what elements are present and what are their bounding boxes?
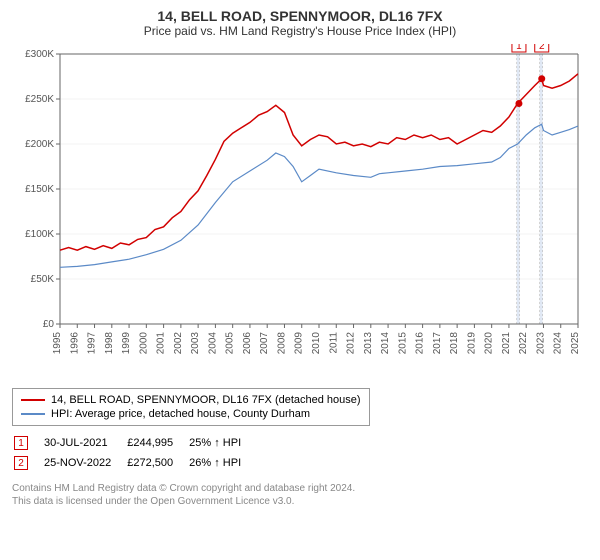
svg-text:2023: 2023 [535,332,546,355]
legend-swatch [21,399,45,401]
footer-line-1: Contains HM Land Registry data © Crown c… [12,482,588,495]
svg-text:£100K: £100K [25,229,54,240]
svg-text:2003: 2003 [190,332,201,355]
sales-row: 2 25-NOV-2022£272,50026% ↑ HPI [14,454,255,472]
sale-date: 30-JUL-2021 [44,434,125,452]
chart-container: 14, BELL ROAD, SPENNYMOOR, DL16 7FX Pric… [0,0,600,560]
svg-text:2002: 2002 [173,332,184,355]
line-chart-svg: £0 £50K £100K £150K £200K £250K £300K 1995 1996 1… [12,44,588,384]
sales-row: 1 30-JUL-2021£244,99525% ↑ HPI [14,434,255,452]
legend-label: HPI: Average price, detached house, Coun… [51,408,310,420]
svg-text:£200K: £200K [25,139,54,150]
svg-text:2: 2 [539,44,545,52]
sale-pct: 26% ↑ HPI [189,454,255,472]
svg-text:1997: 1997 [87,332,98,355]
svg-text:£0: £0 [43,319,55,330]
svg-text:£150K: £150K [25,184,54,195]
svg-text:2014: 2014 [380,332,391,355]
svg-text:1: 1 [516,44,522,52]
svg-text:2019: 2019 [466,332,477,355]
svg-text:2000: 2000 [138,332,149,355]
sales-table: 1 30-JUL-2021£244,99525% ↑ HPI 2 25-NOV-202… [12,432,257,474]
svg-text:1999: 1999 [121,332,132,355]
sale-price: £244,995 [127,434,187,452]
svg-text:2001: 2001 [156,332,167,355]
chart-subtitle: Price paid vs. HM Land Registry's House … [12,24,588,38]
sale-date: 25-NOV-2022 [44,454,125,472]
svg-text:2005: 2005 [225,332,236,355]
svg-text:2006: 2006 [242,332,253,355]
svg-text:2017: 2017 [432,332,443,355]
sale-price: £272,500 [127,454,187,472]
svg-text:1996: 1996 [69,332,80,355]
svg-text:£50K: £50K [31,274,55,285]
svg-text:1995: 1995 [52,332,63,355]
svg-text:2015: 2015 [397,332,408,355]
chart-plot-area: £0 £50K £100K £150K £200K £250K £300K 1995 1996 1… [12,44,588,384]
legend-box: 14, BELL ROAD, SPENNYMOOR, DL16 7FX (det… [12,388,370,426]
footer-line-2: This data is licensed under the Open Gov… [12,495,588,508]
svg-text:2022: 2022 [518,332,529,355]
svg-text:2012: 2012 [346,332,357,355]
svg-text:1998: 1998 [104,332,115,355]
svg-text:£250K: £250K [25,94,54,105]
legend-swatch [21,413,45,415]
svg-text:2008: 2008 [276,332,287,355]
sale-pct: 25% ↑ HPI [189,434,255,452]
svg-text:2021: 2021 [501,332,512,355]
svg-text:2011: 2011 [328,332,339,354]
svg-text:2013: 2013 [363,332,374,355]
svg-text:2025: 2025 [570,332,581,355]
svg-text:2020: 2020 [484,332,495,355]
marker-badge: 2 [14,456,28,470]
legend-item: HPI: Average price, detached house, Coun… [21,407,361,421]
svg-text:£300K: £300K [25,49,54,60]
svg-text:2016: 2016 [415,332,426,355]
marker-badge: 1 [14,436,28,450]
svg-text:2018: 2018 [449,332,460,355]
svg-text:2010: 2010 [311,332,322,355]
svg-text:2007: 2007 [259,332,270,355]
legend-label: 14, BELL ROAD, SPENNYMOOR, DL16 7FX (det… [51,394,361,406]
svg-text:2004: 2004 [207,332,218,355]
footer-text: Contains HM Land Registry data © Crown c… [12,482,588,508]
legend-item: 14, BELL ROAD, SPENNYMOOR, DL16 7FX (det… [21,393,361,407]
svg-text:2024: 2024 [553,332,564,355]
svg-text:2009: 2009 [294,332,305,355]
chart-title: 14, BELL ROAD, SPENNYMOOR, DL16 7FX [12,8,588,24]
